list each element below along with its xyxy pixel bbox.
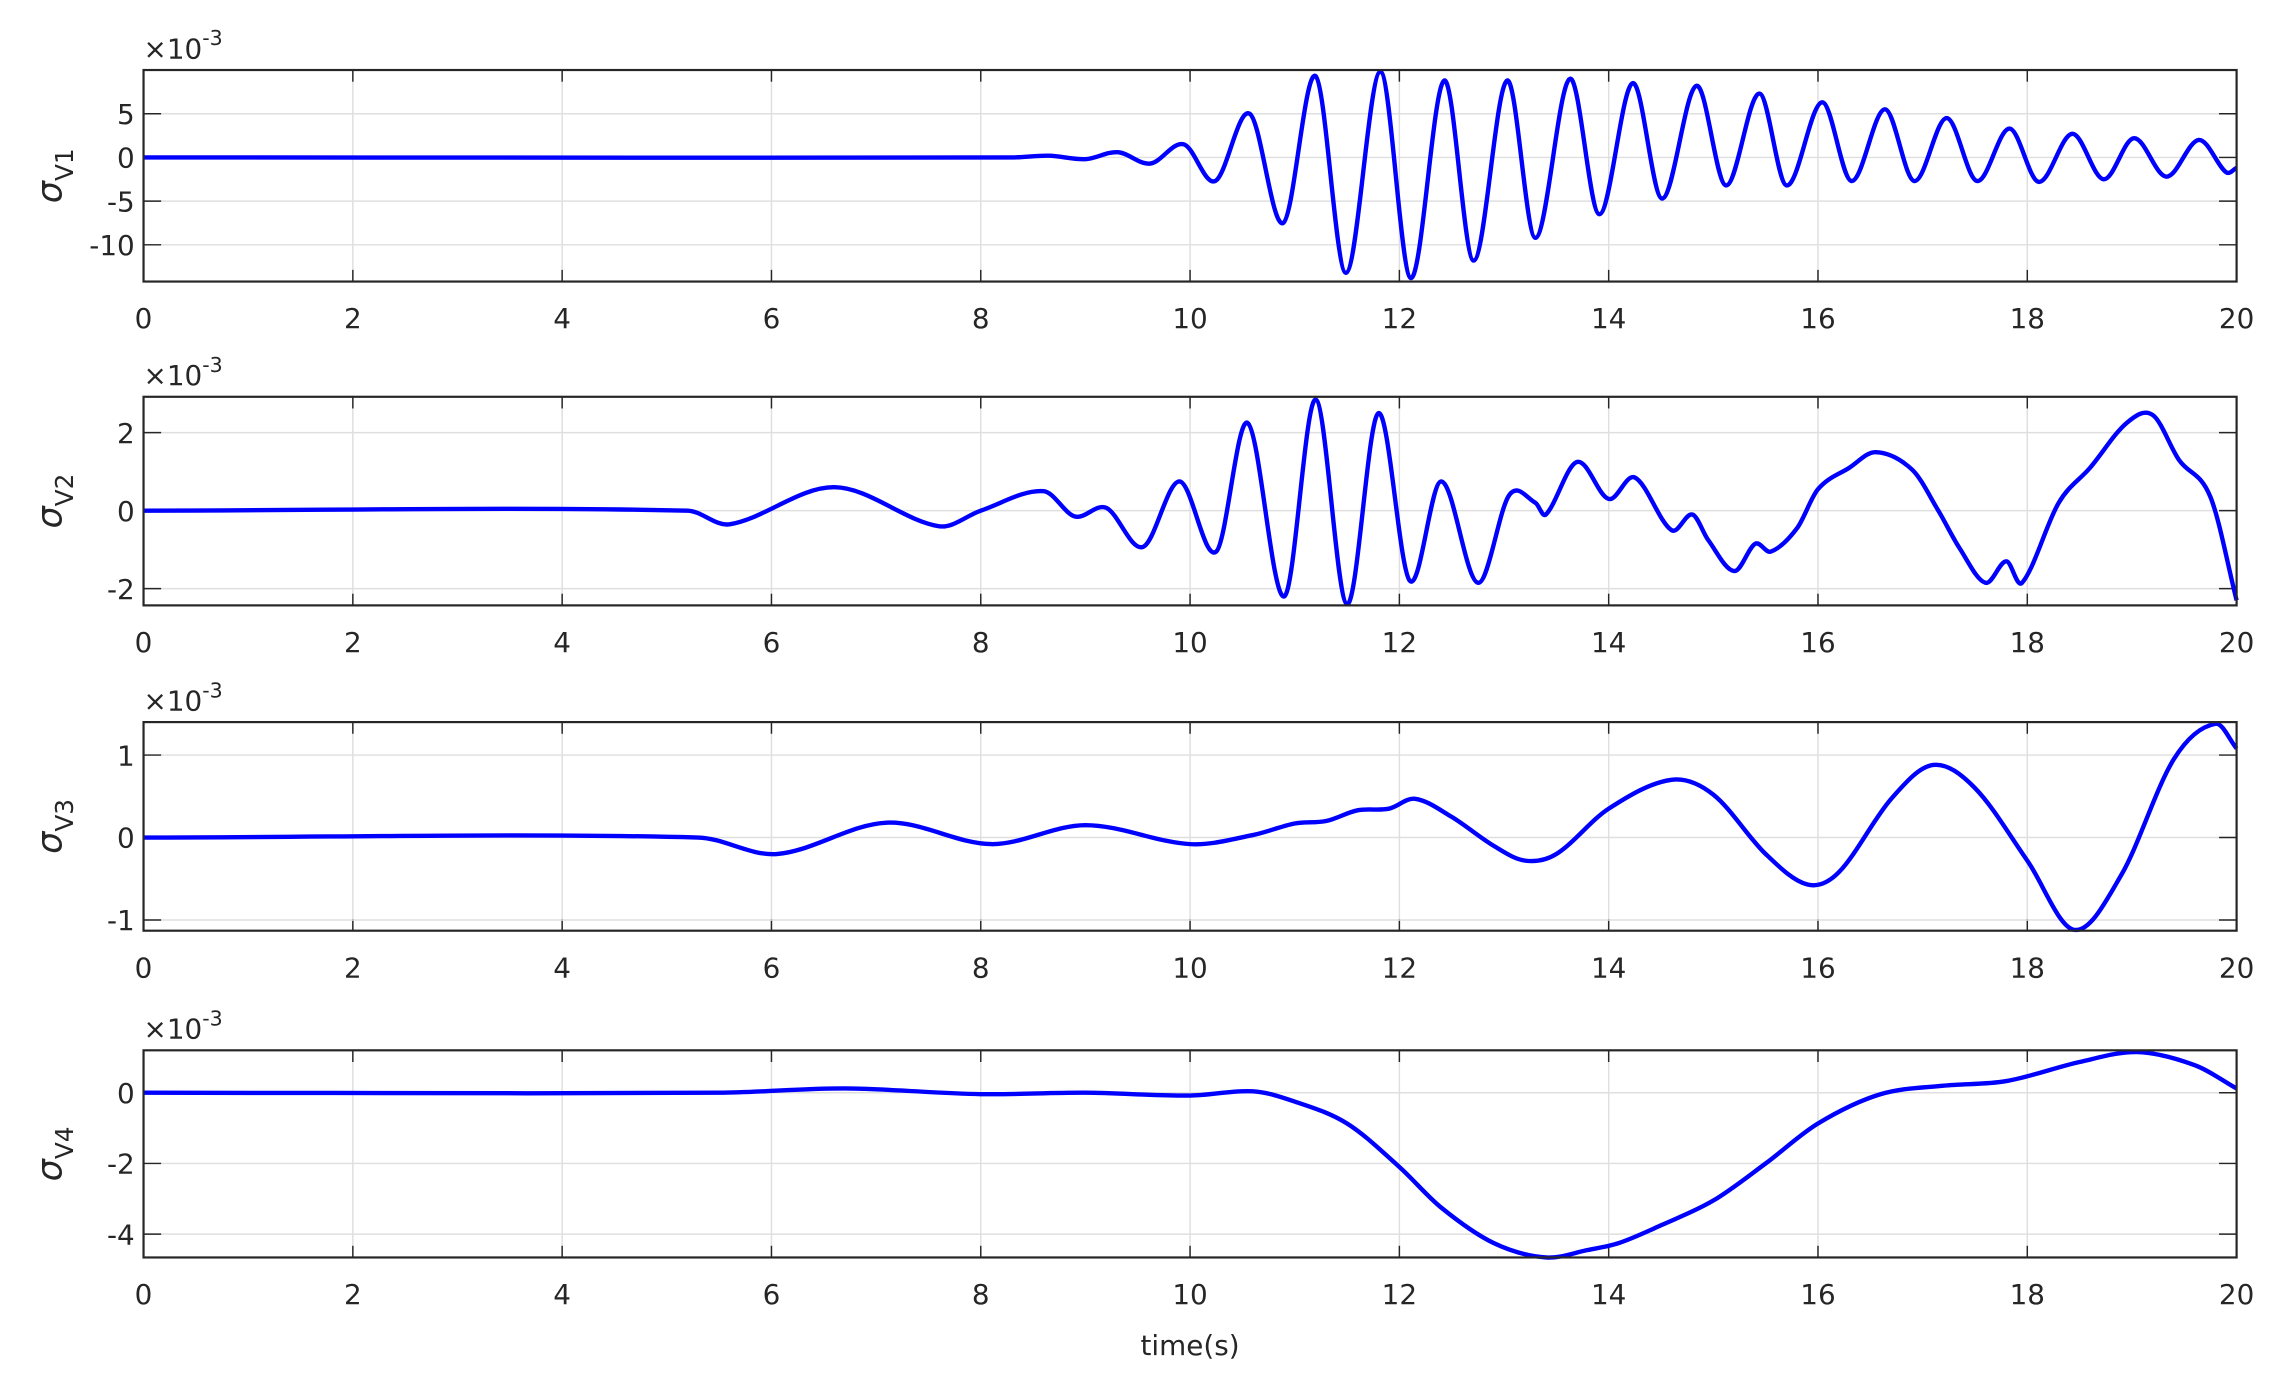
- x-tick-label: 10: [1172, 1278, 1207, 1311]
- y-multiplier: ×10-3: [144, 1007, 223, 1046]
- y-axis-label-symbol: σ: [29, 505, 70, 529]
- y-tick-label: 0: [117, 1077, 135, 1110]
- x-tick-label: 18: [2010, 302, 2045, 335]
- x-tick-label: 12: [1382, 626, 1417, 659]
- x-tick-label: 12: [1382, 1278, 1417, 1311]
- y-multiplier-base: ×10: [144, 32, 203, 65]
- axes-box: [142, 68, 2238, 283]
- y-tick-label: -2: [107, 573, 135, 606]
- data-line: [143, 397, 2239, 607]
- x-tick-label: 0: [135, 1278, 153, 1311]
- subplot: 0 2 4 6 8 10 12 14 16 18 20 -4 -2 0 ×10-3 σV4 time(s): [29, 1007, 2254, 1363]
- y-tick-label: 0: [117, 142, 135, 175]
- x-tick-label: 4: [553, 626, 571, 659]
- x-tick-label: 6: [763, 951, 781, 984]
- y-tick-label: -2: [107, 1148, 135, 1181]
- y-tick-label: 0: [117, 495, 135, 528]
- y-multiplier: ×10-3: [144, 353, 223, 392]
- y-axis-label: σV1: [29, 148, 79, 203]
- y-tick-label: -10: [89, 229, 134, 262]
- x-tick-label: 20: [2219, 626, 2254, 659]
- y-tick-label: -5: [107, 185, 135, 218]
- x-tick-label: 8: [972, 1278, 990, 1311]
- y-axis-label-subscript: V2: [50, 474, 79, 507]
- y-multiplier-base: ×10: [144, 684, 203, 717]
- x-tick-label: 10: [1172, 951, 1207, 984]
- y-axis-label: σV3: [29, 799, 79, 854]
- x-tick-label: 8: [972, 302, 990, 335]
- y-axis-label-symbol: σ: [29, 179, 70, 203]
- data-line: [143, 1049, 2238, 1260]
- axes-box: [142, 1049, 2238, 1259]
- x-tick-label: 16: [1800, 951, 1835, 984]
- y-tick-label: 1: [117, 739, 135, 772]
- y-tick-label: 2: [117, 417, 135, 450]
- y-multiplier-exponent: -3: [202, 1007, 222, 1031]
- y-axis-label-symbol: σ: [29, 830, 70, 854]
- x-tick-label: 16: [1800, 626, 1835, 659]
- y-multiplier-base: ×10: [144, 1013, 203, 1046]
- subplot: 0 2 4 6 8 10 12 14 16 18 20 -10 -5 0 5 ×10-3 σV1: [29, 26, 2254, 335]
- y-multiplier: ×10-3: [144, 678, 223, 717]
- y-multiplier-exponent: -3: [202, 678, 222, 702]
- x-tick-label: 6: [763, 626, 781, 659]
- x-tick-label: 14: [1591, 951, 1626, 984]
- y-axis-label-subscript: V3: [50, 799, 79, 832]
- x-axis-label: time(s): [1141, 1329, 1240, 1362]
- x-tick-label: 12: [1382, 302, 1417, 335]
- x-tick-label: 10: [1172, 302, 1207, 335]
- x-tick-label: 16: [1800, 302, 1835, 335]
- y-tick-label: 5: [117, 98, 135, 131]
- y-multiplier-base: ×10: [144, 359, 203, 392]
- y-tick-label: 0: [117, 822, 135, 855]
- y-multiplier: ×10-3: [144, 26, 223, 65]
- x-tick-label: 20: [2219, 951, 2254, 984]
- x-tick-label: 2: [344, 302, 362, 335]
- x-tick-label: 2: [344, 1278, 362, 1311]
- x-tick-label: 8: [972, 951, 990, 984]
- y-multiplier-exponent: -3: [202, 353, 222, 377]
- x-tick-label: 0: [135, 302, 153, 335]
- x-tick-label: 8: [972, 626, 990, 659]
- data-line: [143, 69, 2238, 281]
- x-tick-label: 18: [2010, 1278, 2045, 1311]
- x-tick-label: 2: [344, 951, 362, 984]
- y-axis-label: σV4: [29, 1126, 79, 1181]
- y-tick-label: -4: [107, 1218, 135, 1251]
- x-tick-label: 0: [135, 951, 153, 984]
- x-tick-label: 6: [763, 302, 781, 335]
- x-tick-label: 4: [553, 1278, 571, 1311]
- x-tick-label: 2: [344, 626, 362, 659]
- y-multiplier-exponent: -3: [202, 26, 222, 50]
- x-tick-label: 20: [2219, 1278, 2254, 1311]
- x-tick-label: 14: [1591, 302, 1626, 335]
- x-tick-label: 12: [1382, 951, 1417, 984]
- x-tick-label: 18: [2010, 951, 2045, 984]
- x-tick-label: 14: [1591, 626, 1626, 659]
- x-tick-label: 4: [553, 302, 571, 335]
- y-axis-label: σV2: [29, 474, 79, 529]
- x-tick-label: 0: [135, 626, 153, 659]
- y-axis-label-symbol: σ: [29, 1157, 70, 1181]
- x-tick-label: 14: [1591, 1278, 1626, 1311]
- y-axis-label-subscript: V1: [50, 148, 79, 181]
- x-tick-label: 20: [2219, 302, 2254, 335]
- data-line: [143, 721, 2239, 933]
- y-tick-label: -1: [107, 904, 135, 937]
- x-tick-label: 16: [1800, 1278, 1835, 1311]
- axes-box: [142, 395, 2238, 607]
- x-tick-label: 18: [2010, 626, 2045, 659]
- x-tick-label: 4: [553, 951, 571, 984]
- axes-box: [142, 720, 2238, 932]
- y-axis-label-subscript: V4: [50, 1126, 79, 1159]
- x-tick-label: 10: [1172, 626, 1207, 659]
- x-tick-label: 6: [763, 1278, 781, 1311]
